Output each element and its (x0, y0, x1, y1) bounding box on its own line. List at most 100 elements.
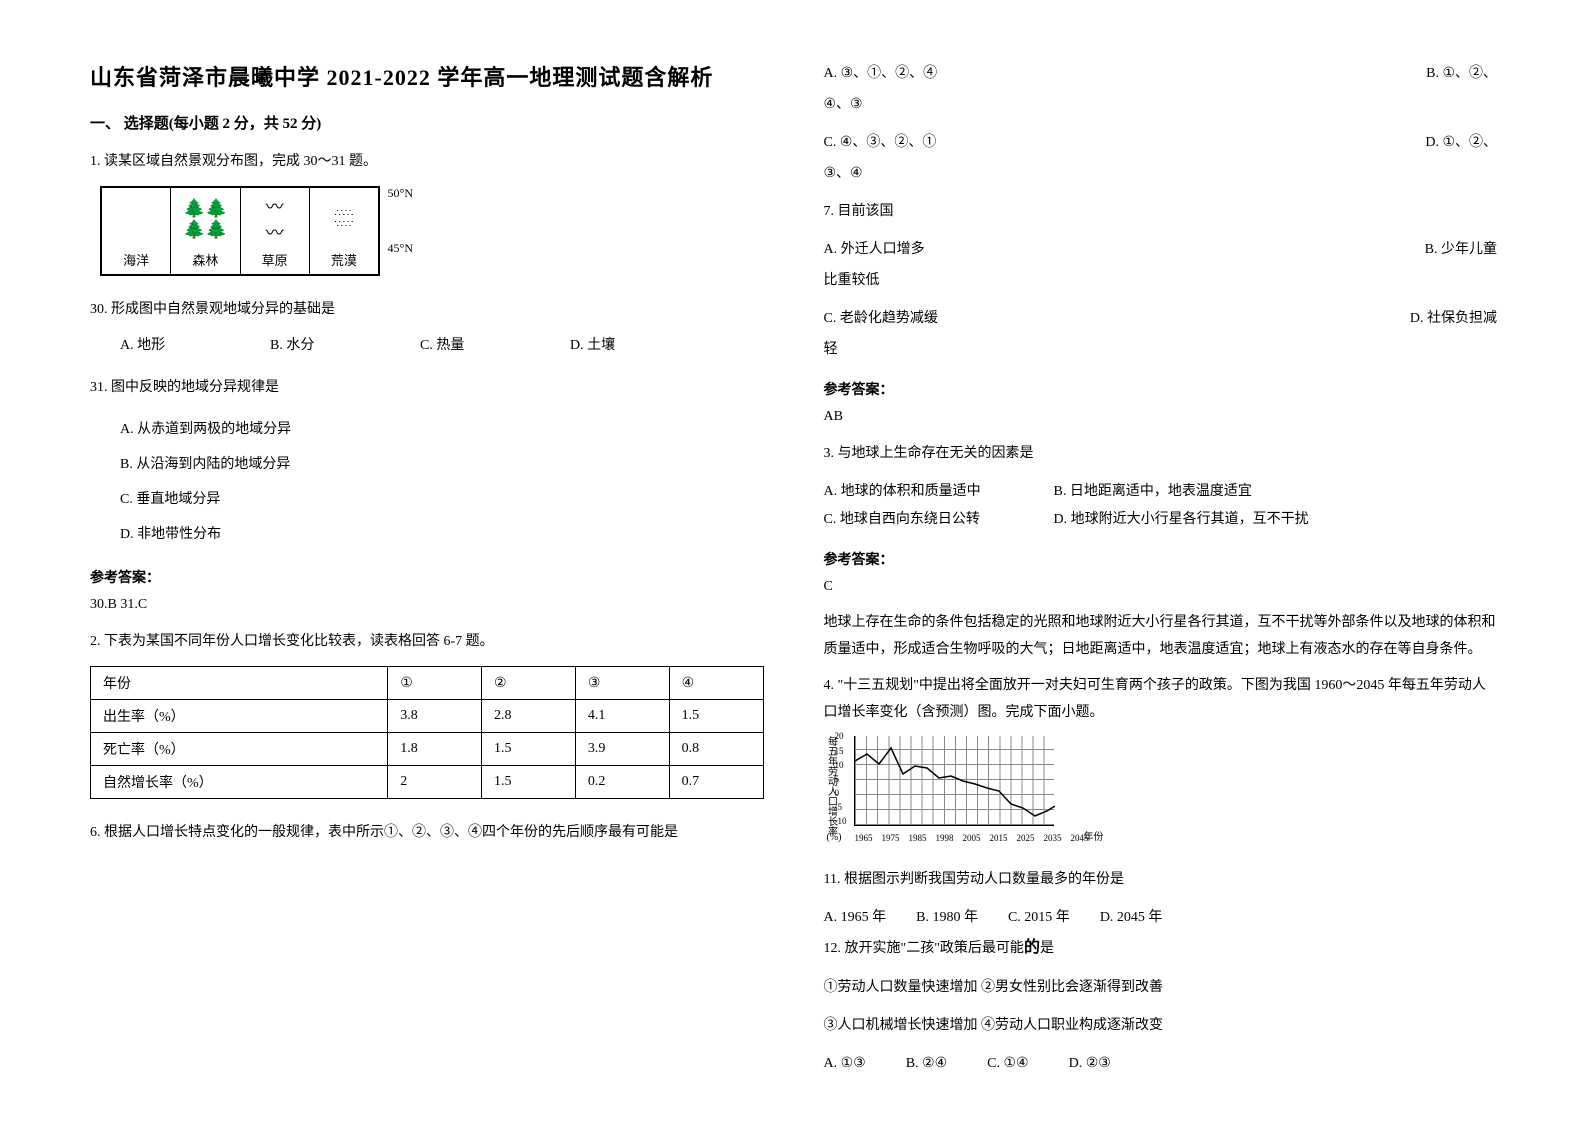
q12-item2: ③人口机械增长快速增加 ④劳动人口职业构成逐渐改变 (824, 1012, 1498, 1040)
option-a: A. 地形 (120, 334, 270, 354)
q1-answer: 30.B 31.C (90, 597, 764, 613)
table-cell: 1.5 (482, 733, 576, 766)
diagram-label: 海洋 (123, 250, 149, 269)
chart-yunit: (%) (827, 832, 842, 843)
tree-icon: 🌲🌲🌲🌲 (183, 188, 228, 250)
diagram-cell-grassland: 〰〰 草原 (241, 188, 310, 274)
q3-options-row1: A. 地球的体积和质量适中 B. 日地距离适中，地表温度适宜 (824, 478, 1498, 506)
q6-option-row: A. ③、①、②、④ B. ①、②、 (824, 60, 1498, 88)
page-title: 山东省菏泽市晨曦中学 2021-2022 学年高一地理测试题含解析 (90, 60, 764, 92)
chart-line (855, 736, 1055, 826)
option-b-cont: ④、③ (824, 91, 1498, 119)
lat-bottom-label: 45°N (388, 241, 413, 256)
q2-answer: AB (824, 409, 1498, 425)
q12-item1: ①劳动人口数量快速增加 ②男女性别比会逐渐得到改善 (824, 974, 1498, 1002)
q6-stem: 6. 根据人口增长特点变化的一般规律，表中所示①、②、③、④四个年份的先后顺序最… (90, 819, 764, 847)
ytick: 10 (835, 760, 847, 770)
population-table: 年份 ① ② ③ ④ 出生率（%） 3.8 2.8 4.1 1.5 死亡率（%）… (90, 666, 764, 799)
xtick: 2025 (1017, 833, 1035, 843)
option-b: B. ①、②、 (1426, 60, 1497, 88)
table-cell: 4.1 (575, 700, 669, 733)
q3-stem: 3. 与地球上生命存在无关的因素是 (824, 440, 1498, 468)
landscape-diagram: 50°N 45°N 海洋 🌲🌲🌲🌲 森林 〰〰 草原 ∴∵∴∵∴∵ 荒漠 (100, 186, 380, 276)
option-c: C. 垂直地域分异 (120, 482, 764, 517)
option-d-cont: ③、④ (824, 160, 1498, 188)
q31-stem: 31. 图中反映的地域分异规律是 (90, 374, 764, 402)
table-cell: 0.7 (669, 766, 763, 799)
q12-stem-part: 12. 放开实施"二孩"政策后最可能 (824, 941, 1024, 956)
ytick: 5 (835, 774, 847, 784)
diagram-cell-forest: 🌲🌲🌲🌲 森林 (171, 188, 240, 274)
table-header: ④ (669, 667, 763, 700)
table-cell: 3.8 (388, 700, 482, 733)
diagram-label: 森林 (192, 250, 218, 269)
q3-answer: C (824, 579, 1498, 595)
option-b-cont: 比重较低 (824, 267, 1498, 295)
table-header: ② (482, 667, 576, 700)
diagram-label: 荒漠 (331, 250, 357, 269)
table-header: 年份 (91, 667, 388, 700)
option-c: C. 地球自西向东绕日公转 (824, 506, 1024, 534)
ytick: 0 (835, 788, 847, 798)
option-c: C. ④、③、②、① (824, 129, 937, 157)
option-a: A. 地球的体积和质量适中 (824, 478, 1024, 506)
q11-options: A. 1965 年 B. 1980 年 C. 2015 年 D. 2045 年 (824, 904, 1498, 932)
q7-option-row: A. 外迁人口增多 B. 少年儿童 (824, 236, 1498, 264)
option-d: D. 社保负担减 (1410, 305, 1497, 333)
option-b: B. 1980 年 (916, 904, 978, 932)
option-c: C. ①④ (987, 1050, 1028, 1078)
xtick: 1975 (882, 833, 900, 843)
diagram-label: 草原 (262, 250, 288, 269)
table-cell: 2.8 (482, 700, 576, 733)
answer-label: 参考答案： (90, 567, 764, 587)
option-d: D. ②③ (1069, 1050, 1111, 1078)
table-cell: 2 (388, 766, 482, 799)
option-a: A. ③、①、②、④ (824, 60, 938, 88)
chart-yticks: 20 15 10 5 0 -5 -10 (835, 731, 847, 826)
grass-icon: 〰〰 (266, 188, 284, 250)
option-c: C. 老龄化趋势减缓 (824, 305, 938, 333)
table-row: 自然增长率（%） 2 1.5 0.2 0.7 (91, 766, 764, 799)
xtick: 2035 (1044, 833, 1062, 843)
table-cell: 0.8 (669, 733, 763, 766)
table-cell: 1.5 (482, 766, 576, 799)
chart-line-path (855, 748, 1055, 816)
option-b: B. 少年儿童 (1425, 236, 1497, 264)
table-row: 出生率（%） 3.8 2.8 4.1 1.5 (91, 700, 764, 733)
table-header: ③ (575, 667, 669, 700)
option-d: D. 非地带性分布 (120, 517, 764, 552)
q11-stem: 11. 根据图示判断我国劳动人口数量最多的年份是 (824, 866, 1498, 894)
option-a: A. 1965 年 (824, 904, 887, 932)
q12-stem-part: 是 (1040, 941, 1054, 956)
table-header: ① (388, 667, 482, 700)
ytick: 15 (835, 746, 847, 756)
option-b: B. 水分 (270, 334, 420, 354)
q6-option-row: C. ④、③、②、① D. ①、②、 (824, 129, 1498, 157)
option-c: C. 2015 年 (1008, 904, 1070, 932)
desert-icon: ∴∵∴∵∴∵ (334, 188, 353, 250)
chart-area: 20 15 10 5 0 -5 -10 1965 1975 1985 1998 … (854, 736, 1054, 826)
option-d: D. 2045 年 (1100, 904, 1163, 932)
q4-stem: 4. "十三五规划"中提出将全面放开一对夫妇可生育两个孩子的政策。下图为我国 1… (824, 673, 1498, 726)
q30-stem: 30. 形成图中自然景观地域分异的基础是 (90, 296, 764, 324)
option-d: D. ①、②、 (1425, 129, 1497, 157)
xtick: 1965 (855, 833, 873, 843)
ytick: -5 (835, 802, 847, 812)
option-d: D. 地球附近大小行星各行其道，互不干扰 (1054, 506, 1309, 534)
answer-label: 参考答案： (824, 379, 1498, 399)
table-cell: 0.2 (575, 766, 669, 799)
q2-stem: 2. 下表为某国不同年份人口增长变化比较表，读表格回答 6-7 题。 (90, 628, 764, 656)
answer-label: 参考答案： (824, 549, 1498, 569)
section-header: 一、 选择题(每小题 2 分，共 52 分) (90, 112, 764, 133)
option-b: B. ②④ (906, 1050, 947, 1078)
table-cell: 出生率（%） (91, 700, 388, 733)
diagram-cell-desert: ∴∵∴∵∴∵ 荒漠 (310, 188, 378, 274)
q31-options: A. 从赤道到两极的地域分异 B. 从沿海到内陆的地域分异 C. 垂直地域分异 … (120, 412, 764, 552)
table-cell: 死亡率（%） (91, 733, 388, 766)
q30-options: A. 地形 B. 水分 C. 热量 D. 土壤 (120, 334, 764, 354)
chart-xunit: 年份 (1084, 828, 1104, 843)
xtick: 2005 (963, 833, 981, 843)
table-cell: 3.9 (575, 733, 669, 766)
q7-option-row: C. 老龄化趋势减缓 D. 社保负担减 (824, 305, 1498, 333)
q1-stem: 1. 读某区域自然景观分布图，完成 30～31 题。 (90, 148, 764, 176)
